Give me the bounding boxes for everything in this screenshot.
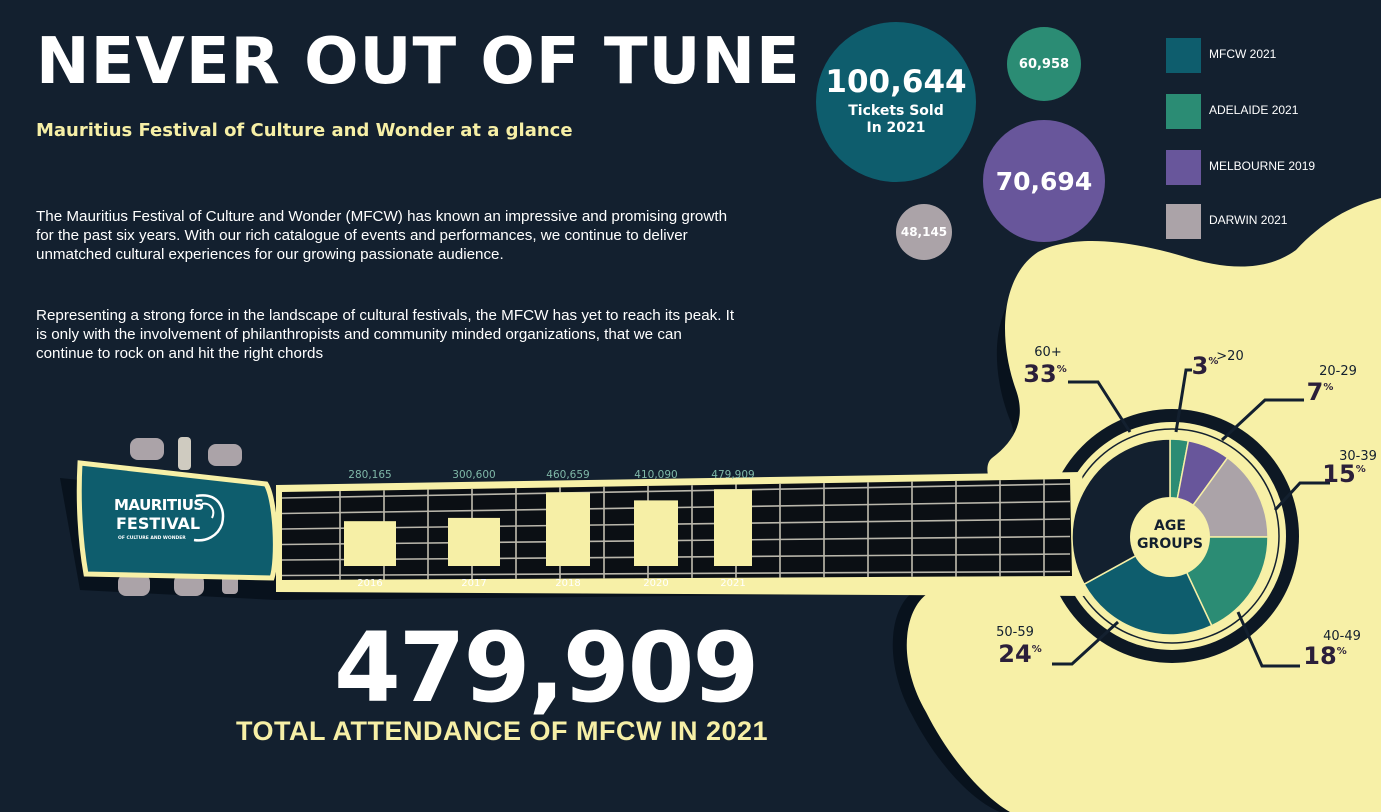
bubble-darwin-2021: 48,145 [896,204,952,260]
attendance-bar [546,492,590,566]
bubble-value: 100,644 [825,64,967,100]
pie-category-label: 60+ [1034,345,1061,360]
pie-leader-line [1220,398,1304,442]
pie-center-label: AGE [1154,518,1186,534]
bar-category-label: 2017 [461,578,486,589]
pie-unit-label: % [1032,644,1042,655]
attendance-bar [714,489,752,566]
festival-logo: MAURITIUS FESTIVAL OF CULTURE AND WONDER [110,494,228,556]
pie-category-label: 40-49 [1323,629,1361,644]
bar-value-label: 460,659 [546,469,589,481]
legend-label: MFCW 2021 [1209,47,1277,61]
page-subtitle: Mauritius Festival of Culture and Wonder… [36,120,573,141]
bubble-melbourne-2019: 70,694 [983,120,1105,242]
attendance-bars: 280,165 2016 300,600 2017 460,659 2018 410,090… [344,469,755,589]
bar-category-label: 2020 [643,578,668,589]
pie-category-label: 50-59 [996,625,1034,640]
pie-unit-label: % [1337,646,1347,657]
legend-swatch [1166,204,1201,239]
intro-paragraph: The Mauritius Festival of Culture and Wo… [36,208,728,263]
tuning-peg [174,574,204,596]
guitar-string [281,483,1071,499]
pie-unit-label: % [1208,356,1218,367]
bubble-caption: Tickets Sold [848,103,944,119]
bubble-caption: In 2021 [866,120,926,136]
bar-category-label: 2016 [357,578,382,589]
logo-text: FESTIVAL [116,514,201,533]
pie-category-label: >20 [1216,349,1243,364]
pie-unit-label: % [1356,464,1366,475]
pie-center [1130,497,1210,577]
bar-value-label: 410,090 [634,469,677,481]
pie-leader-line [1273,481,1330,512]
legend-item: MFCW 2021 [1166,38,1366,74]
attendance-bar [344,521,396,566]
legend-label: DARWIN 2021 [1209,213,1288,227]
legend-swatch [1166,150,1201,185]
bar-value-label: 280,165 [348,469,391,481]
headstock [76,460,278,581]
bubble-value: 70,694 [995,166,1093,196]
attendance-bar [448,517,500,566]
bar-category-label: 2018 [555,578,580,589]
pie-category-label: 20-29 [1319,364,1357,379]
legend-swatch [1166,94,1201,129]
bubble-value: 60,958 [1018,56,1070,72]
legend-label: ADELAIDE 2021 [1209,103,1299,117]
bubble-adelaide-2021: 60,958 [1007,27,1081,101]
pie-leader-line [1174,368,1192,433]
logo-text: MAURITIUS [114,496,204,514]
bubble-value: 48,145 [900,225,948,239]
attendance-bar [634,500,678,566]
total-attendance-caption: TOTAL ATTENDANCE OF MFCW IN 2021 [236,716,769,746]
guitar-string [281,570,1071,577]
bar-value-label: 300,600 [452,469,495,481]
pie-leader-line [1236,611,1300,668]
page-title: NEVER OUT OF TUNE [36,25,801,99]
legend-item: ADELAIDE 2021 [1166,94,1366,130]
tuning-peg [178,437,191,470]
total-attendance-value: 479,909 [334,612,759,724]
pie-leader-line [1068,380,1132,433]
tuning-peg [118,574,150,596]
intro-paragraph: Representing a strong force in the lands… [36,307,735,362]
legend-label: MELBOURNE 2019 [1209,159,1316,173]
tuning-peg [130,438,164,460]
bar-value-label: 479,909 [711,469,754,481]
legend-item: MELBOURNE 2019 [1166,150,1366,186]
pie-leader-lines [1052,368,1330,668]
logo-text: OF CULTURE AND WONDER [118,536,186,541]
bubble-mfcw-2021: 100,644 Tickets Sold In 2021 [816,22,976,182]
logo-mark-icon [193,494,225,542]
bar-category-label: 2021 [720,578,745,589]
legend-swatch [1166,38,1201,73]
pie-leader-line [1052,620,1120,666]
tuning-peg [208,444,242,466]
pie-unit-label: % [1323,382,1333,393]
legend-item: DARWIN 2021 [1166,204,1366,240]
pie-category-label: 30-39 [1339,449,1377,464]
pie-unit-label: % [1057,364,1067,375]
pie-center-label: GROUPS [1137,536,1203,552]
